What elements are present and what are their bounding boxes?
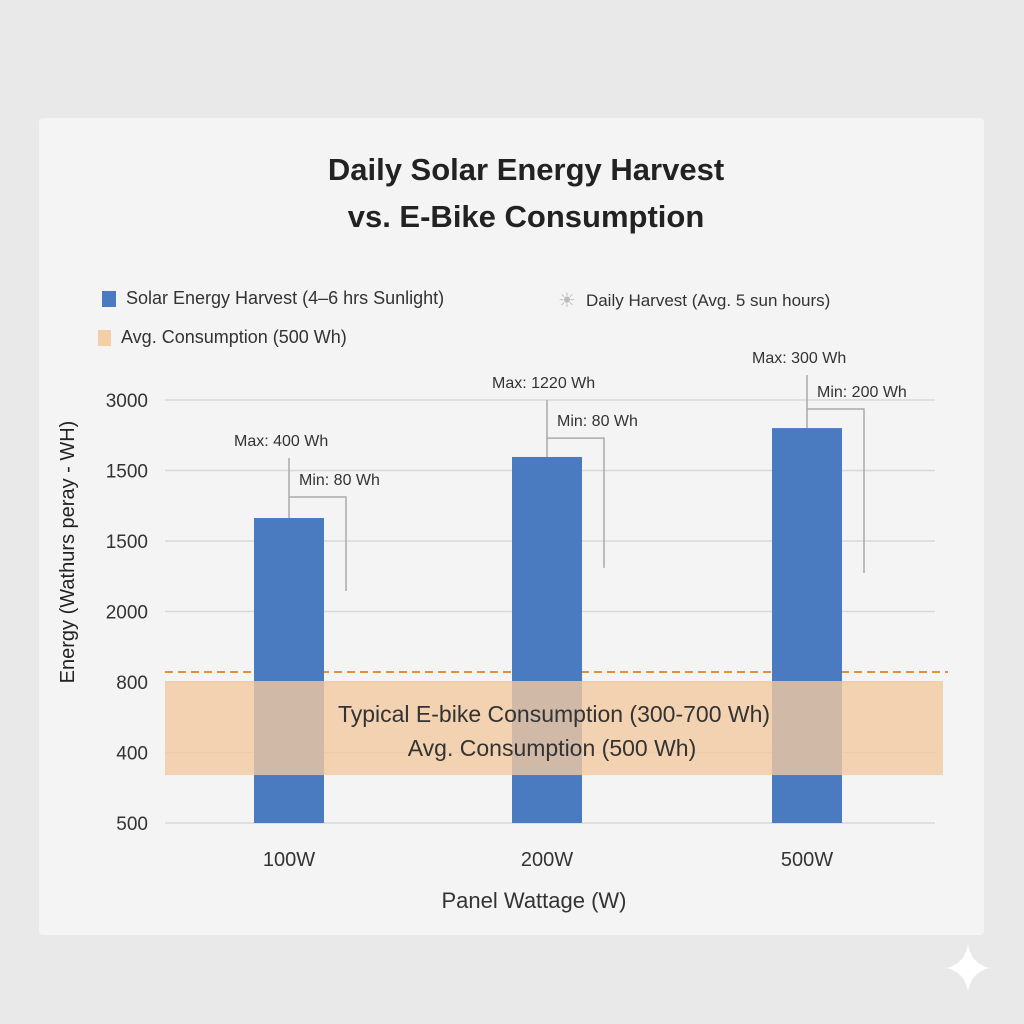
y-tick-label: 2000 xyxy=(106,603,148,624)
legend-label: Solar Energy Harvest (4–6 hrs Sunlight) xyxy=(126,288,445,308)
y-tick-label: 1500 xyxy=(106,532,148,553)
max-annotation: Max: 300 Wh xyxy=(752,350,846,367)
band-label-1: Typical E-bike Consumption (300-700 Wh) xyxy=(338,701,770,727)
chart-title-line2: vs. E-Bike Consumption xyxy=(347,199,705,234)
x-tick-label: 100W xyxy=(263,849,315,871)
chart-title-line1: Daily Solar Energy Harvest xyxy=(327,152,725,187)
x-axis-label: Panel Wattage (W) xyxy=(441,888,626,913)
legend-label: Avg. Consumption (500 Wh) xyxy=(121,327,347,347)
legend-item-solar: Solar Energy Harvest (4–6 hrs Sunlight) xyxy=(102,288,444,309)
legend-item-consumption: Avg. Consumption (500 Wh) xyxy=(98,327,347,348)
legend-label: Daily Harvest (Avg. 5 sun hours) xyxy=(585,290,831,310)
y-tick-label: 400 xyxy=(116,744,148,765)
y-tick-label: 800 xyxy=(116,673,148,694)
legend-swatch-blue xyxy=(102,290,116,307)
band-label-2: Avg. Consumption (500 Wh) xyxy=(408,735,697,761)
y-tick-label: 1500 xyxy=(106,462,148,483)
min-bracket xyxy=(547,437,605,568)
bar-100W xyxy=(254,518,324,823)
legend-swatch-orange xyxy=(98,329,111,346)
y-tick-label: 3000 xyxy=(106,391,148,412)
sparkle-icon xyxy=(946,944,990,990)
consumption-band xyxy=(165,681,943,776)
legend-item-daily: ☀ Daily Harvest (Avg. 5 sun hours) xyxy=(558,288,830,313)
x-tick-label: 500W xyxy=(781,849,833,871)
min-annotation: Min: 80 Wh xyxy=(299,472,380,489)
min-bracket xyxy=(807,408,865,574)
y-tick-label: 500 xyxy=(116,814,148,835)
min-annotation: Min: 200 Wh xyxy=(817,384,907,401)
sun-icon: ☀ xyxy=(558,290,576,312)
y-axis-label: Energy (Wathurs peray - WH) xyxy=(57,421,79,684)
x-tick-label: 200W xyxy=(521,849,573,871)
min-bracket xyxy=(289,496,347,592)
max-annotation: Max: 400 Wh xyxy=(234,433,328,450)
min-annotation: Min: 80 Wh xyxy=(557,413,638,430)
max-annotation: Max: 1220 Wh xyxy=(492,375,595,392)
